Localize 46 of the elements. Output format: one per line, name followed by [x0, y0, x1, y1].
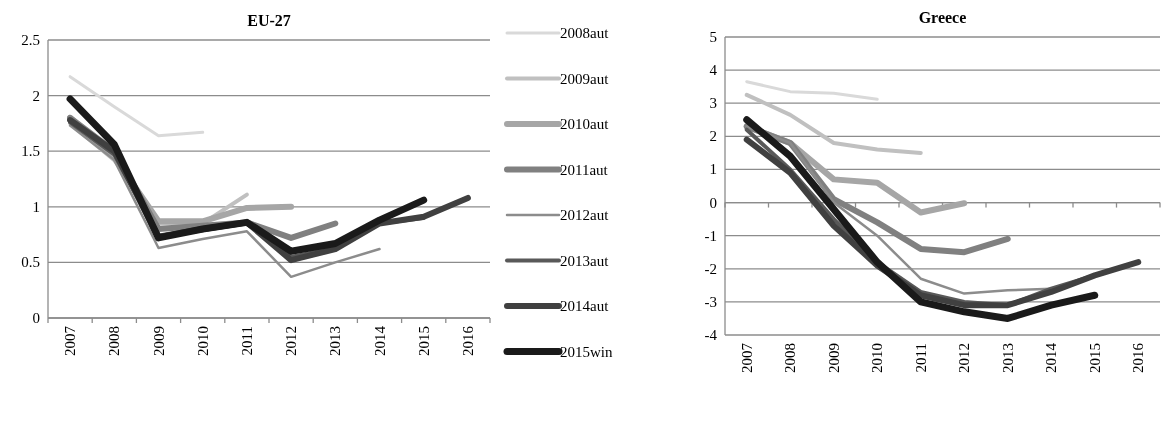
x-tick-label: 2010: [194, 326, 211, 356]
x-tick-label: 2016: [459, 325, 476, 356]
y-tick-label: -1: [704, 227, 717, 244]
x-tick-label: 2011: [238, 326, 255, 356]
y-tick-label: 2.5: [21, 32, 40, 48]
y-tick-label: 2: [32, 87, 40, 104]
legend-label: 2015win: [560, 343, 613, 360]
x-tick-label: 2016: [1130, 342, 1147, 373]
y-tick-label: 1: [32, 198, 40, 215]
x-tick-label: 2009: [825, 343, 842, 373]
chart-title: Greece: [918, 9, 967, 26]
y-tick-label: 2: [709, 128, 717, 145]
legend-label: 2012aut: [560, 207, 610, 223]
y-tick-label: 1.5: [21, 143, 40, 160]
legend-label: 2011aut: [560, 161, 609, 178]
y-tick-label: 0: [32, 310, 40, 326]
y-tick-label: -4: [704, 327, 718, 343]
x-tick-label: 2015: [1086, 343, 1103, 373]
y-tick-label: -3: [704, 293, 717, 310]
x-tick-label: 2012: [283, 326, 300, 356]
legend-label: 2009aut: [560, 70, 610, 87]
y-tick-label: 4: [709, 62, 718, 79]
x-tick-label: 2013: [327, 326, 344, 356]
x-tick-label: 2010: [869, 343, 886, 373]
chart-title: EU-27: [247, 12, 291, 29]
x-tick-label: 2013: [999, 343, 1016, 373]
legend-label: 2014aut: [560, 298, 610, 314]
legend-label: 2010aut: [560, 116, 610, 132]
x-tick-label: 2008: [782, 343, 799, 373]
y-tick-label: 0: [709, 194, 717, 211]
x-tick-label: 2007: [62, 325, 79, 356]
y-tick-label: 0.5: [21, 254, 40, 271]
y-tick-label: 3: [709, 95, 717, 112]
x-tick-label: 2009: [150, 326, 167, 356]
y-tick-label: 5: [709, 29, 717, 45]
y-tick-label: 1: [709, 161, 717, 178]
x-tick-label: 2014: [371, 325, 388, 356]
legend-label: 2013aut: [560, 252, 610, 269]
x-tick-label: 2012: [956, 343, 973, 373]
x-tick-label: 2015: [415, 326, 432, 356]
x-tick-label: 2007: [738, 342, 755, 373]
y-tick-label: -2: [704, 260, 717, 277]
legend-label: 2008aut: [560, 25, 610, 41]
x-tick-label: 2011: [912, 343, 929, 373]
x-tick-label: 2014: [1043, 342, 1060, 373]
x-tick-label: 2008: [106, 326, 123, 356]
